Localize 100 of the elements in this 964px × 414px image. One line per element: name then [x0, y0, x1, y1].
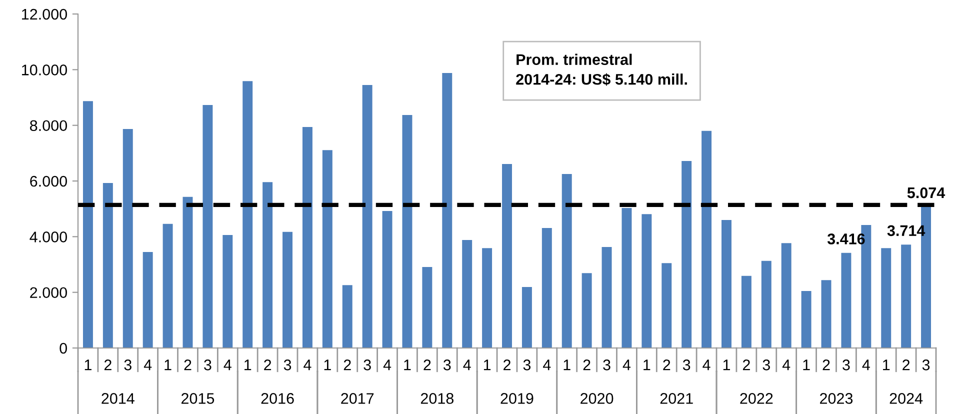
bar — [282, 232, 292, 348]
bar — [761, 260, 772, 348]
text: 2017 — [341, 393, 374, 404]
bar — [402, 115, 412, 348]
bar — [682, 160, 692, 348]
x-tick-label: 3 — [443, 360, 451, 370]
x-tick-label: 4 — [622, 360, 631, 370]
x-tick-label: 1 — [324, 360, 331, 370]
text: 2020 — [580, 393, 614, 404]
bar — [142, 252, 153, 348]
x-tick-label: 1 — [164, 360, 172, 370]
x-tick-label: 2 — [902, 360, 910, 370]
bar — [821, 280, 832, 348]
bar — [662, 263, 672, 348]
y-tick-label: 12.000 — [22, 8, 67, 20]
bar — [82, 101, 93, 348]
bar — [502, 164, 512, 348]
x-tick-label: 3 — [523, 360, 531, 370]
text: 2018 — [420, 393, 454, 404]
bar — [182, 196, 193, 348]
y-tick-label: 6.000 — [30, 176, 67, 187]
x-tick-label: 3 — [124, 360, 132, 370]
bar — [462, 240, 472, 348]
x-tick-label: 3 — [682, 360, 690, 370]
bar — [302, 127, 312, 348]
bar — [622, 208, 632, 348]
bar — [702, 130, 712, 348]
text: 2022 — [740, 393, 773, 404]
text: 2014 — [102, 393, 134, 404]
text: 2024 — [890, 393, 923, 404]
x-tick-label: 1 — [244, 360, 252, 370]
y-tick-label: 0 — [60, 342, 67, 354]
x-tick-label: 1 — [84, 360, 92, 370]
bar — [122, 128, 133, 348]
x-tick-label: 2 — [184, 360, 192, 370]
bar — [322, 150, 332, 348]
x-tick-label: 2 — [663, 360, 670, 370]
text: 2019 — [500, 393, 534, 404]
y-tick-label: 8.000 — [30, 120, 67, 132]
x-tick-label: 3 — [603, 360, 610, 370]
bar — [162, 224, 173, 348]
y-tick-label: 10.000 — [22, 64, 67, 76]
text: 2015 — [182, 393, 214, 404]
bar — [382, 211, 392, 348]
x-tick-label: 1 — [803, 360, 810, 370]
bar — [781, 243, 792, 348]
bar — [562, 174, 572, 348]
x-tick-label: 4 — [782, 360, 790, 370]
bar — [602, 246, 612, 348]
x-tick-label: 4 — [304, 360, 312, 370]
x-tick-label: 2 — [504, 360, 510, 370]
y-tick-label: 4.000 — [30, 232, 67, 242]
x-tick-label: 3 — [284, 360, 292, 370]
bar — [841, 252, 852, 348]
bar — [202, 105, 213, 348]
data-label: 5.074 — [907, 187, 946, 198]
x-tick-label: 4 — [463, 360, 471, 370]
bar — [362, 84, 372, 348]
x-tick-label: 3 — [922, 360, 930, 370]
x-tick-label: 2 — [104, 360, 112, 370]
bar — [222, 234, 233, 348]
ref-line-label: Prom. trimestral 2014-24: US$ 5.140 mill. — [516, 54, 687, 86]
x-tick-label: 3 — [842, 360, 850, 370]
x-tick-label: 3 — [762, 360, 770, 370]
bar — [102, 182, 113, 348]
x-tick-label: 2 — [424, 360, 431, 370]
x-tick-label: 1 — [723, 360, 730, 370]
x-tick-label: 4 — [383, 360, 392, 370]
bar — [442, 73, 452, 348]
bar — [722, 220, 732, 348]
x-tick-label: 2 — [264, 360, 272, 370]
bar — [342, 285, 352, 348]
x-tick-label: 4 — [543, 360, 551, 370]
y-tick-label: 2.000 — [30, 287, 67, 298]
x-tick-label: 1 — [564, 360, 570, 370]
text: 2023 — [820, 393, 853, 404]
x-tick-label: 2 — [583, 360, 590, 370]
bar — [582, 273, 592, 348]
bar — [422, 267, 432, 348]
x-tick-label: 2 — [822, 360, 830, 370]
bar — [741, 276, 752, 348]
bar — [801, 290, 812, 348]
bar — [262, 182, 273, 348]
x-tick-label: 1 — [644, 360, 650, 370]
bar — [901, 244, 912, 348]
x-tick-label: 2 — [344, 360, 351, 370]
x-tick-label: 2 — [742, 360, 750, 370]
bar — [242, 81, 253, 348]
x-tick-label: 1 — [484, 360, 491, 370]
text: 2016 — [261, 393, 294, 404]
bar — [482, 248, 492, 348]
x-tick-label: 4 — [224, 360, 232, 370]
x-tick-label: 3 — [204, 360, 212, 370]
x-tick-label: 4 — [144, 360, 152, 370]
bar — [522, 287, 532, 348]
bar — [881, 248, 892, 348]
bar — [642, 214, 652, 348]
x-tick-label: 4 — [862, 360, 870, 370]
x-tick-label: 1 — [404, 360, 411, 370]
bar — [542, 228, 552, 348]
